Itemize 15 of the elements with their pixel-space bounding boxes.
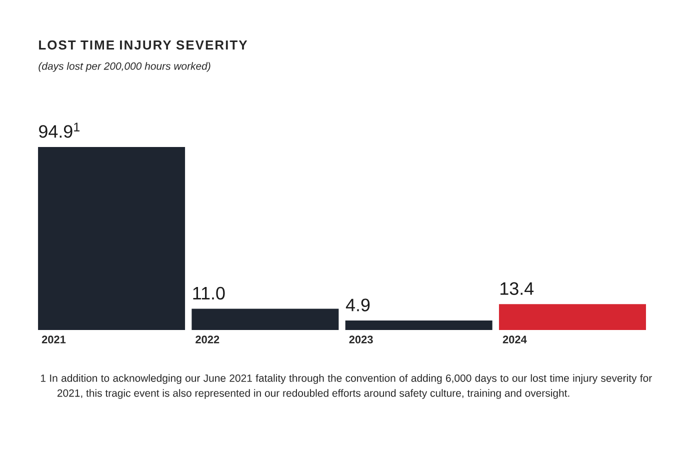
x-tick-label: 2023	[349, 336, 373, 344]
bar	[345, 320, 492, 330]
data-label: 94.9$^{1}$	[39, 122, 80, 138]
data-label: 13.4	[500, 282, 534, 295]
x-tick-label: 2024	[502, 336, 527, 344]
bar	[192, 308, 339, 330]
data-label: 11.0	[193, 286, 225, 300]
bar	[38, 146, 186, 330]
x-tick-label: 2021	[42, 336, 66, 344]
text: 1 In addition to acknowledging our June 2021 fatality through the convention of adding 6,000 days to our lost time injury severity for 2021, this tragic event is also represented in our redoubled efforts around safety culture, training and oversight.	[41, 374, 652, 399]
chart-subtitle: (days lost per 200,000 hours worked)	[38, 62, 210, 72]
x-tick-label: 2022	[196, 336, 220, 344]
chart-title: LOST TIME INJURY SEVERITY	[39, 40, 248, 50]
data-label: 4.9	[346, 298, 370, 312]
bar	[498, 304, 646, 330]
